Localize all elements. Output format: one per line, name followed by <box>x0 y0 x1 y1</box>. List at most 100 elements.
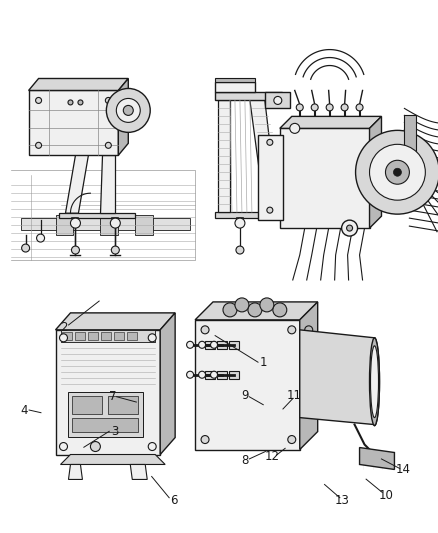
Polygon shape <box>65 155 88 213</box>
Circle shape <box>223 303 237 317</box>
Circle shape <box>287 435 295 443</box>
Polygon shape <box>215 212 284 218</box>
Polygon shape <box>194 302 317 320</box>
Polygon shape <box>55 313 175 330</box>
Bar <box>60 330 155 342</box>
Bar <box>101 332 111 340</box>
Circle shape <box>272 303 286 317</box>
Text: 12: 12 <box>264 450 279 463</box>
Circle shape <box>106 88 150 132</box>
Polygon shape <box>279 116 381 128</box>
Polygon shape <box>130 464 147 480</box>
Circle shape <box>60 334 67 342</box>
Circle shape <box>385 160 409 184</box>
Bar <box>88 332 98 340</box>
Text: 1: 1 <box>259 356 266 369</box>
Polygon shape <box>160 313 175 455</box>
Text: 9: 9 <box>240 389 248 402</box>
Circle shape <box>198 341 205 348</box>
Circle shape <box>201 326 208 334</box>
Polygon shape <box>55 330 160 455</box>
Circle shape <box>287 326 295 334</box>
Polygon shape <box>58 213 135 218</box>
Polygon shape <box>205 341 215 349</box>
Bar <box>127 332 137 340</box>
Polygon shape <box>28 78 128 91</box>
Circle shape <box>21 244 29 252</box>
Circle shape <box>340 104 347 111</box>
Circle shape <box>392 168 400 176</box>
Polygon shape <box>118 78 128 155</box>
Text: 13: 13 <box>334 494 349 507</box>
Text: 11: 11 <box>286 389 301 402</box>
Text: 14: 14 <box>395 463 410 476</box>
Circle shape <box>110 218 120 228</box>
Polygon shape <box>299 330 374 425</box>
Polygon shape <box>229 341 238 349</box>
Polygon shape <box>249 100 277 212</box>
Circle shape <box>234 218 244 228</box>
Polygon shape <box>299 302 317 449</box>
Circle shape <box>198 371 205 378</box>
Bar <box>135 215 153 235</box>
Ellipse shape <box>369 338 378 425</box>
Bar <box>72 417 138 432</box>
Circle shape <box>111 246 119 254</box>
Text: 8: 8 <box>240 454 248 467</box>
Circle shape <box>123 106 133 116</box>
Circle shape <box>90 441 100 451</box>
Circle shape <box>289 123 299 133</box>
Bar <box>21 218 190 230</box>
Bar <box>62 332 72 340</box>
Circle shape <box>235 246 244 254</box>
Circle shape <box>346 225 352 231</box>
Polygon shape <box>215 83 254 92</box>
Polygon shape <box>216 341 226 349</box>
Circle shape <box>273 96 281 104</box>
Circle shape <box>210 371 217 378</box>
Circle shape <box>35 142 42 148</box>
Polygon shape <box>215 92 281 100</box>
Polygon shape <box>194 320 299 449</box>
Text: 3: 3 <box>110 425 118 438</box>
Circle shape <box>186 371 193 378</box>
Circle shape <box>296 104 303 111</box>
Polygon shape <box>215 78 254 83</box>
Circle shape <box>105 98 111 103</box>
Circle shape <box>355 104 362 111</box>
Circle shape <box>304 346 312 354</box>
Polygon shape <box>257 135 282 220</box>
Circle shape <box>210 341 217 348</box>
Text: 6: 6 <box>170 494 177 507</box>
Polygon shape <box>100 155 115 213</box>
Circle shape <box>148 334 156 342</box>
Polygon shape <box>279 128 369 228</box>
Circle shape <box>68 100 73 105</box>
Circle shape <box>325 104 332 111</box>
Circle shape <box>304 326 312 334</box>
Bar <box>55 215 73 235</box>
Circle shape <box>266 207 272 213</box>
Bar <box>108 395 138 414</box>
Circle shape <box>71 218 80 228</box>
Bar <box>75 332 85 340</box>
Bar <box>72 395 102 414</box>
Circle shape <box>35 98 42 103</box>
Bar <box>68 392 143 437</box>
Polygon shape <box>205 371 215 379</box>
Circle shape <box>105 142 111 148</box>
Circle shape <box>36 234 44 242</box>
Bar <box>114 332 124 340</box>
Circle shape <box>369 144 424 200</box>
Circle shape <box>201 435 208 443</box>
Circle shape <box>116 99 140 123</box>
Text: 2: 2 <box>60 321 68 334</box>
Circle shape <box>247 303 261 317</box>
Circle shape <box>60 442 67 450</box>
Circle shape <box>148 442 156 450</box>
Polygon shape <box>216 371 226 379</box>
Circle shape <box>355 131 438 214</box>
Polygon shape <box>264 92 289 108</box>
Polygon shape <box>229 371 238 379</box>
Polygon shape <box>218 100 230 212</box>
